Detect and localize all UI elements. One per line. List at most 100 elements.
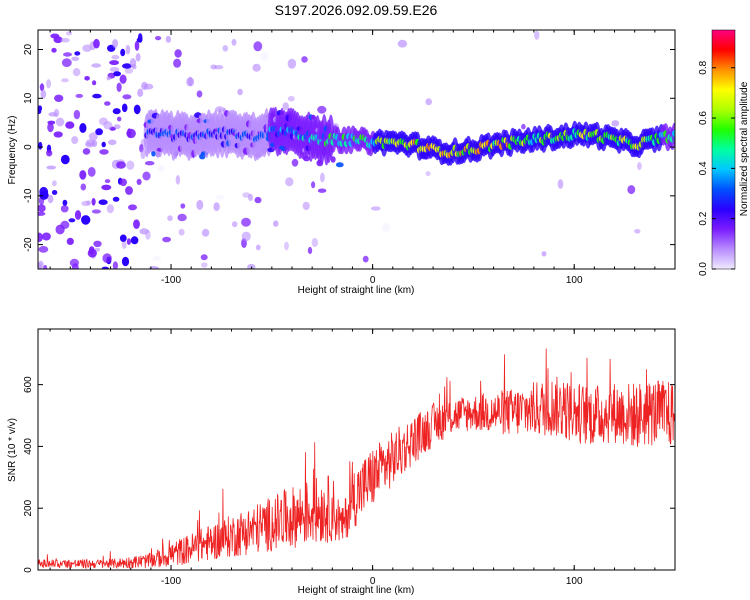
spectrogram-cell (74, 210, 82, 220)
spectrogram-cell (136, 37, 143, 43)
y-tick-label: 0 (23, 144, 34, 150)
y-tick-label: 400 (23, 438, 34, 455)
y-tick-label: -20 (23, 237, 34, 252)
spectrogram-cell (106, 204, 114, 214)
spectrogram-cell (232, 221, 238, 228)
spectrogram-cell (425, 171, 431, 177)
spectrogram-cell (627, 185, 636, 195)
spectrogram-cell (81, 200, 91, 207)
spectrogram-cell (317, 188, 327, 193)
spectrogram-cell (60, 154, 70, 165)
spectrogram-cell (66, 31, 73, 36)
spectrogram-cell (144, 161, 155, 166)
spectrogram-cell (155, 36, 162, 41)
spectrogram-cell (260, 52, 269, 61)
spectrogram-cell (397, 39, 408, 48)
spectrogram-cell (255, 244, 261, 251)
spectrogram-cell (121, 256, 130, 267)
spectrogram-cell (129, 58, 137, 68)
spectrogram-cell (52, 180, 57, 187)
spectrogram-cell (82, 44, 92, 52)
spectrogram-cell (113, 71, 121, 77)
spectrogram-cell (98, 199, 108, 205)
spectrogram-cell (139, 228, 149, 235)
spectrogram-cell (92, 93, 102, 99)
spectrogram-cell (113, 124, 121, 130)
spectrogram-cell (152, 256, 162, 261)
spectrogram-cell (87, 248, 97, 258)
spectrogram-cell (541, 251, 547, 257)
colorbar-tick-label: 0.8 (698, 60, 709, 74)
spectrogram-cell (55, 117, 65, 127)
spectrogram-cell (611, 120, 620, 127)
spectrogram-cell (125, 186, 133, 195)
colorbar-tick-label: 0.0 (698, 262, 709, 276)
spectrogram-cell (248, 193, 253, 201)
spectrogram-xlabel: Height of straight line (km) (298, 285, 415, 296)
spectrogram-cell (46, 149, 53, 157)
spectrogram-cell (99, 117, 108, 126)
spectrogram-cell (80, 183, 87, 191)
spectrogram-cell (177, 213, 187, 222)
spectrogram-cell (74, 51, 81, 56)
spectrogram-cell (46, 79, 52, 89)
spectrogram-cell (41, 232, 51, 241)
spectrogram-cell (320, 172, 325, 183)
spectrogram-cell (109, 67, 120, 72)
spectrogram-cell (237, 88, 243, 96)
colorbar-gradient (711, 29, 736, 270)
spectrogram-cell (102, 253, 112, 264)
spectrogram-cell (157, 165, 165, 172)
spectrogram-cell (311, 181, 316, 189)
spectrogram-cell (104, 101, 111, 106)
spectrogram-cell (71, 136, 79, 145)
spectrogram-cell (175, 175, 181, 185)
spectrogram-cell (242, 192, 251, 198)
spectrogram-cell (93, 38, 100, 49)
spectrogram-cell (60, 205, 69, 213)
spectrogram-cell (47, 120, 56, 125)
spectrogram-cell (75, 93, 84, 98)
spectrogram-cell (101, 184, 112, 191)
spectrogram-cell (38, 211, 46, 216)
spectrogram-cell (121, 240, 127, 249)
spectrogram-cell (124, 67, 134, 74)
spectrogram-cell (425, 98, 433, 106)
spectrogram-cell (167, 215, 173, 222)
spectrogram-cell (119, 74, 127, 84)
spectrogram-cell (672, 130, 675, 137)
spectrogram-cell (119, 178, 128, 187)
spectrogram-cell (91, 63, 102, 68)
spectrogram-cell (55, 224, 65, 235)
figure-title: S197.2026.092.09.59.E26 (275, 2, 438, 18)
spectrogram-cell (66, 237, 74, 245)
spectrogram-cell (521, 123, 526, 130)
spectrogram-cell (101, 141, 106, 148)
spectrogram-cell (133, 219, 140, 229)
spectrogram-cell (201, 262, 208, 268)
spectrogram-cell (307, 246, 313, 255)
spectrogram-cell (330, 156, 336, 163)
y-tick-label: 600 (23, 376, 34, 393)
spectrogram-cell (134, 40, 140, 51)
spectrogram-cell (317, 105, 327, 114)
x-tick-label: 0 (370, 275, 376, 286)
spectrogram-cell (178, 228, 185, 236)
spectrogram-cell (53, 131, 63, 138)
spectrogram-cell (111, 54, 120, 60)
spectrogram-cell (87, 167, 96, 177)
spectrogram-frame (37, 29, 676, 270)
spectrogram-cell (137, 88, 144, 98)
spectrogram-cell (120, 48, 126, 57)
x-tick-label: 100 (566, 576, 583, 587)
spectrogram-cell (174, 49, 182, 58)
spectrogram-cell (126, 160, 135, 170)
spectrogram-cell (119, 234, 127, 242)
spectrogram-cell (46, 165, 57, 170)
spectrogram-cell (82, 148, 91, 155)
spectrogram-cell (47, 122, 54, 133)
spectrogram-cell (130, 236, 139, 245)
spectrogram-cell (196, 90, 203, 98)
